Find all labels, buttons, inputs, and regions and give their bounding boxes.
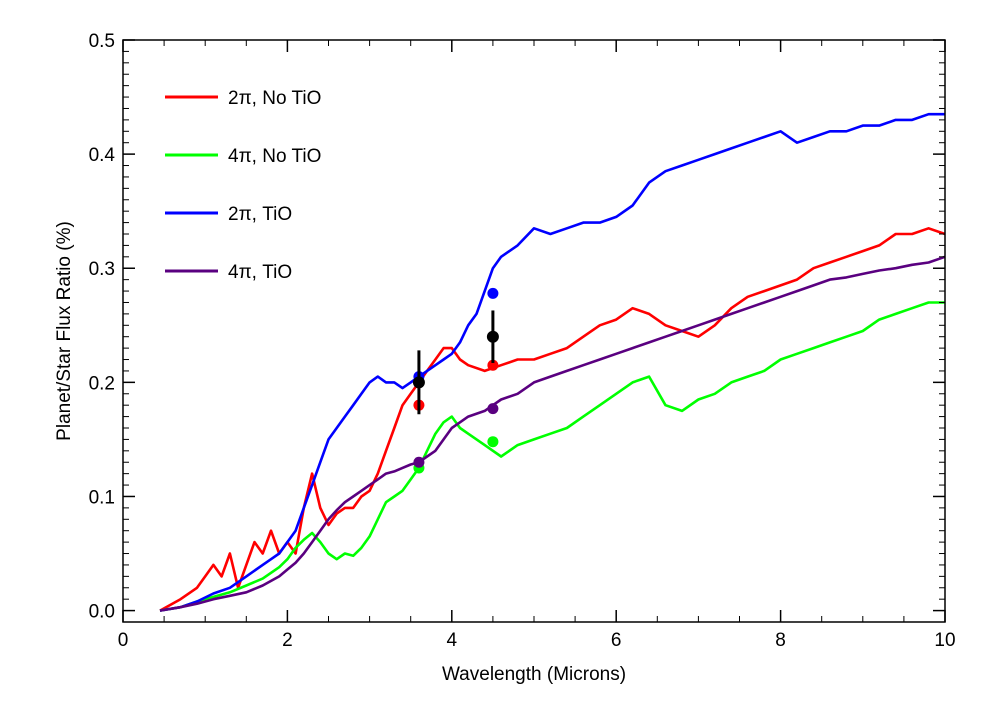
model-point-3-0: [413, 456, 425, 468]
legend-label-0: 2π, No TiO: [228, 88, 321, 109]
y-axis-title: Planet/Star Flux Ratio (%): [54, 221, 75, 441]
series-line-1: [159, 301, 945, 612]
x-tick-label-0: 0: [118, 630, 129, 651]
y-tick-label-2: 0.2: [89, 373, 115, 394]
series-line-3: [159, 255, 946, 612]
legend-label-2: 2π, TiO: [228, 204, 292, 225]
legend-label-1: 4π, No TiO: [228, 146, 321, 167]
x-tick-label-1: 2: [282, 630, 293, 651]
model-point-2-1: [487, 287, 499, 299]
points-layer: [412, 287, 499, 474]
y-tick-label-4: 0.4: [89, 145, 116, 166]
x-tick-label-2: 4: [447, 630, 458, 651]
y-tick-label-0: 0.0: [89, 602, 115, 623]
series-line-2: [159, 112, 945, 612]
series-line-0: [159, 227, 946, 612]
obs-point-1: [486, 330, 499, 343]
model-point-3-1: [487, 403, 499, 415]
x-tick-label-5: 10: [934, 630, 955, 651]
obs-point-0: [412, 376, 425, 389]
legend-label-3: 4π, TiO: [228, 262, 292, 283]
x-tick-label-4: 8: [775, 630, 786, 651]
y-tick-label-1: 0.1: [89, 487, 115, 508]
y-tick-label-5: 0.5: [89, 31, 115, 52]
x-axis-title: Wavelength (Microns): [442, 664, 626, 685]
model-point-0-1: [487, 359, 499, 371]
series-layer: [159, 112, 946, 612]
ticks-layer: 0 2 4 6 8 10 0.0 0.1 0.2 0.3 0.4 0.5: [89, 31, 956, 651]
x-tick-label-3: 6: [611, 630, 622, 651]
model-point-1-1: [487, 436, 499, 448]
legend: 2π, No TiO 4π, No TiO 2π, TiO 4π, TiO: [165, 88, 321, 283]
y-tick-label-3: 0.3: [89, 259, 115, 280]
